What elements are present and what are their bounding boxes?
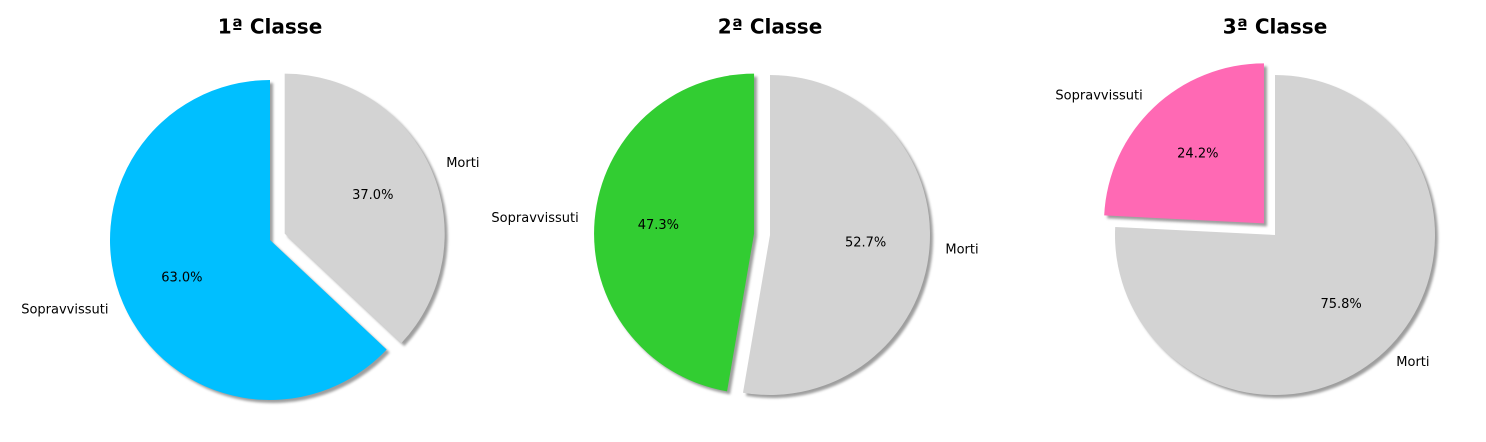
percent-label: 24.2%	[1177, 146, 1218, 161]
percent-label: 47.3%	[638, 218, 679, 233]
pie-chart-2: 2ª Classe Sopravvissuti 47.3% Morti 52.7%	[491, 15, 979, 398]
pie-slice-morti	[742, 75, 931, 395]
pie-slice-morti	[1115, 75, 1435, 395]
slice-label: Sopravvissuti	[491, 211, 578, 226]
pie-chart-1: 1ª Classe Sopravvissuti 63.0% Morti 37.0%	[21, 15, 479, 403]
slice-label: Morti	[1396, 355, 1429, 370]
percent-label: 52.7%	[845, 236, 886, 251]
percent-label: 75.8%	[1320, 297, 1361, 312]
pie-slice-morti	[284, 73, 445, 344]
chart-title: 1ª Classe	[218, 15, 323, 39]
chart-title: 3ª Classe	[1223, 15, 1328, 39]
pie-slice-sopravvissuti	[110, 80, 387, 400]
percent-label: 63.0%	[161, 271, 202, 286]
slice-label: Sopravvissuti	[1055, 88, 1142, 103]
chart-title: 2ª Classe	[718, 15, 823, 39]
percent-label: 37.0%	[352, 188, 393, 203]
slice-label: Morti	[945, 242, 978, 257]
pie-chart-3: 3ª Classe Sopravvissuti 24.2% Morti 75.8%	[1055, 15, 1438, 399]
pie-slice-sopravvissuti	[594, 73, 755, 392]
slice-label: Morti	[446, 156, 479, 171]
slice-label: Sopravvissuti	[21, 302, 108, 317]
pie-slice-sopravvissuti	[1104, 63, 1264, 224]
